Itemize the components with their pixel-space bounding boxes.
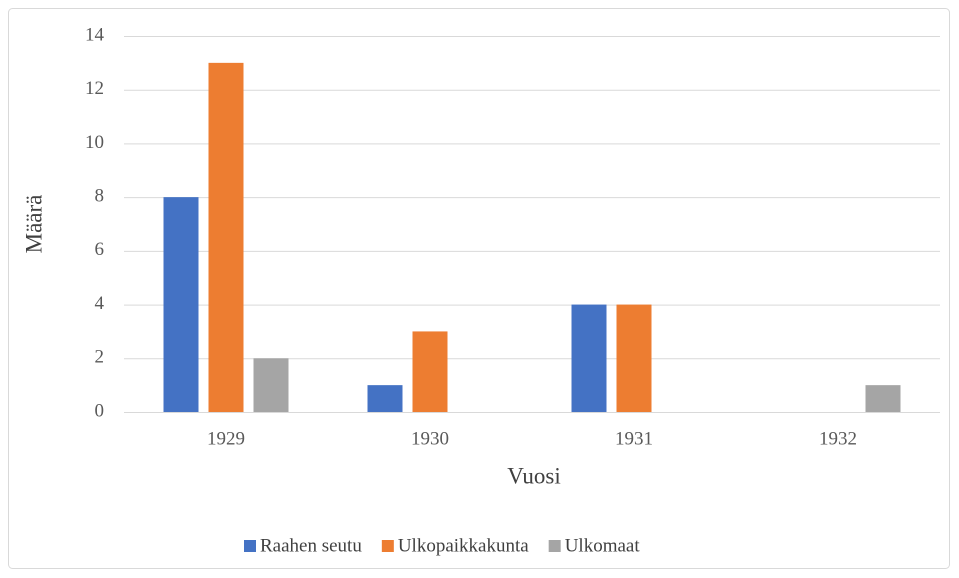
y-axis-title: Määrä [21,195,46,254]
legend-swatch [381,540,394,552]
bar [616,304,652,412]
legend-swatch [244,540,256,552]
legend-label: Raahen seutu [260,535,362,556]
y-tick-label: 6 [95,239,105,260]
legend-label: Ulkopaikkakunta [398,535,529,556]
chart-border [8,8,950,569]
legend-label: Ulkomaat [565,535,641,556]
bar [253,358,289,412]
y-tick-label: 0 [95,400,105,421]
bar [208,62,244,412]
y-tick-label: 8 [95,186,105,207]
y-tick-label: 2 [95,347,105,368]
bar [367,385,403,412]
x-tick-label: 1932 [819,428,857,449]
x-tick-label: 1929 [207,428,245,449]
legend-swatch [548,540,561,552]
bar [865,385,901,412]
y-tick-label: 12 [85,78,104,99]
y-tick-label: 14 [85,24,105,45]
bar [412,331,448,412]
x-axis-title: Vuosi [507,463,561,488]
x-tick-label: 1931 [615,428,653,449]
bar [163,197,199,412]
y-tick-label: 10 [85,132,104,153]
x-tick-label: 1930 [411,428,449,449]
bar [571,304,607,412]
y-tick-label: 4 [95,293,105,314]
